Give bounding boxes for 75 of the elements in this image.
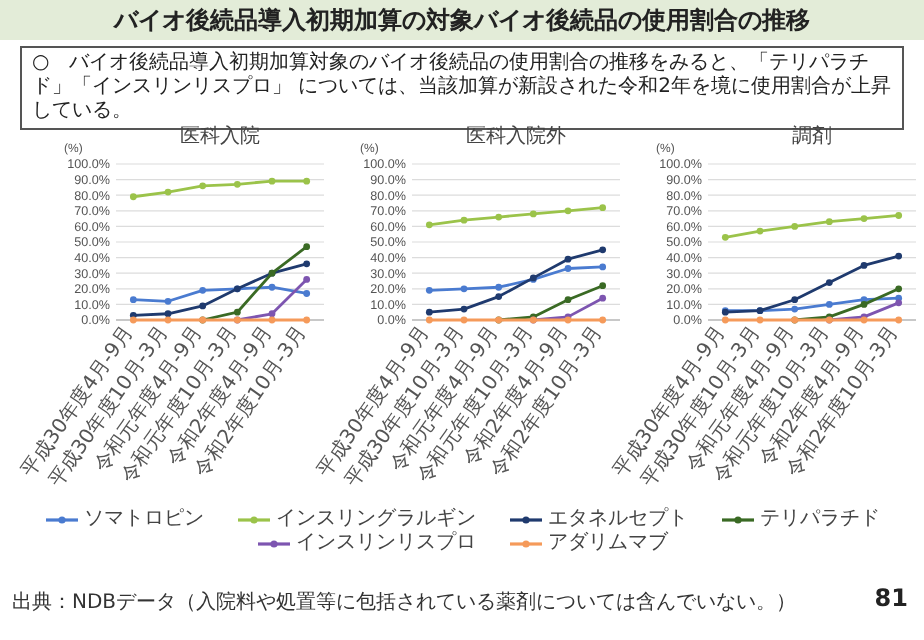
legend-label: アダリムマブ [548, 532, 668, 556]
point [495, 283, 503, 291]
point [233, 308, 241, 316]
point [460, 285, 468, 293]
point [303, 260, 311, 268]
point [825, 279, 833, 286]
legend-label: エタネルセプト [548, 508, 688, 531]
point [303, 290, 311, 297]
point [791, 305, 799, 313]
point [599, 294, 607, 302]
point [825, 218, 833, 226]
legend-label: テリパラチド [760, 508, 880, 532]
point [721, 233, 729, 241]
point [860, 301, 868, 308]
point [756, 227, 764, 235]
text: バイオ後続品導入初期加算の対象バイオ後続品の使用割合の推移 [0, 0, 924, 40]
point [233, 180, 241, 188]
point [303, 316, 311, 324]
point [599, 282, 607, 290]
chart-title: 医科入院外 [466, 124, 566, 148]
point [791, 296, 799, 304]
point [495, 293, 503, 300]
point [791, 223, 799, 230]
point [268, 310, 276, 318]
point [268, 316, 276, 324]
point [199, 302, 207, 310]
legend-label: ソマトロピン [84, 508, 204, 532]
point [564, 265, 572, 272]
point [895, 212, 903, 219]
point [460, 305, 468, 313]
point [895, 252, 903, 260]
point [895, 299, 903, 307]
legend-label: インスリンリスプロ [296, 532, 476, 556]
point [460, 316, 468, 324]
point [164, 310, 172, 318]
point [425, 308, 433, 316]
point [129, 316, 137, 324]
point [564, 255, 572, 263]
point [164, 297, 172, 305]
text: 81 [874, 584, 908, 612]
point [460, 216, 468, 224]
point [895, 316, 903, 324]
legend-label: インスリングラルギン [276, 508, 476, 531]
point [860, 262, 868, 269]
point [564, 207, 572, 215]
point [425, 316, 433, 324]
point [129, 193, 137, 201]
point [164, 316, 172, 324]
point [599, 204, 607, 212]
point [599, 263, 607, 271]
point [199, 286, 207, 294]
text: ○ バイオ後続品導入初期加算対象のバイオ後続品の使用割合の推移をみると、「テリパラチド」「インスリンリスプロ」 については、当該加算が新設された令和2年を境に使用割合が上昇している。 [32, 52, 892, 122]
chart-title: 調剤 [792, 124, 832, 148]
point [268, 177, 276, 185]
point [756, 316, 764, 324]
point [599, 316, 607, 324]
point [129, 296, 137, 304]
source-note: 出典：NDBデータ（入院料や処置等に包括されている薬剤については含んでいない。） [12, 589, 797, 616]
point [303, 177, 311, 185]
point [199, 182, 207, 190]
point [495, 213, 503, 221]
point [564, 296, 572, 304]
point [825, 301, 833, 308]
point [425, 286, 433, 294]
point [599, 246, 607, 254]
chart-title: 医科入院 [180, 124, 260, 148]
point [303, 243, 311, 251]
point [529, 210, 537, 218]
point [425, 221, 433, 229]
point [164, 188, 172, 196]
point [303, 276, 311, 283]
point [721, 316, 729, 324]
point [895, 285, 903, 293]
point [860, 215, 868, 222]
point [268, 283, 276, 291]
